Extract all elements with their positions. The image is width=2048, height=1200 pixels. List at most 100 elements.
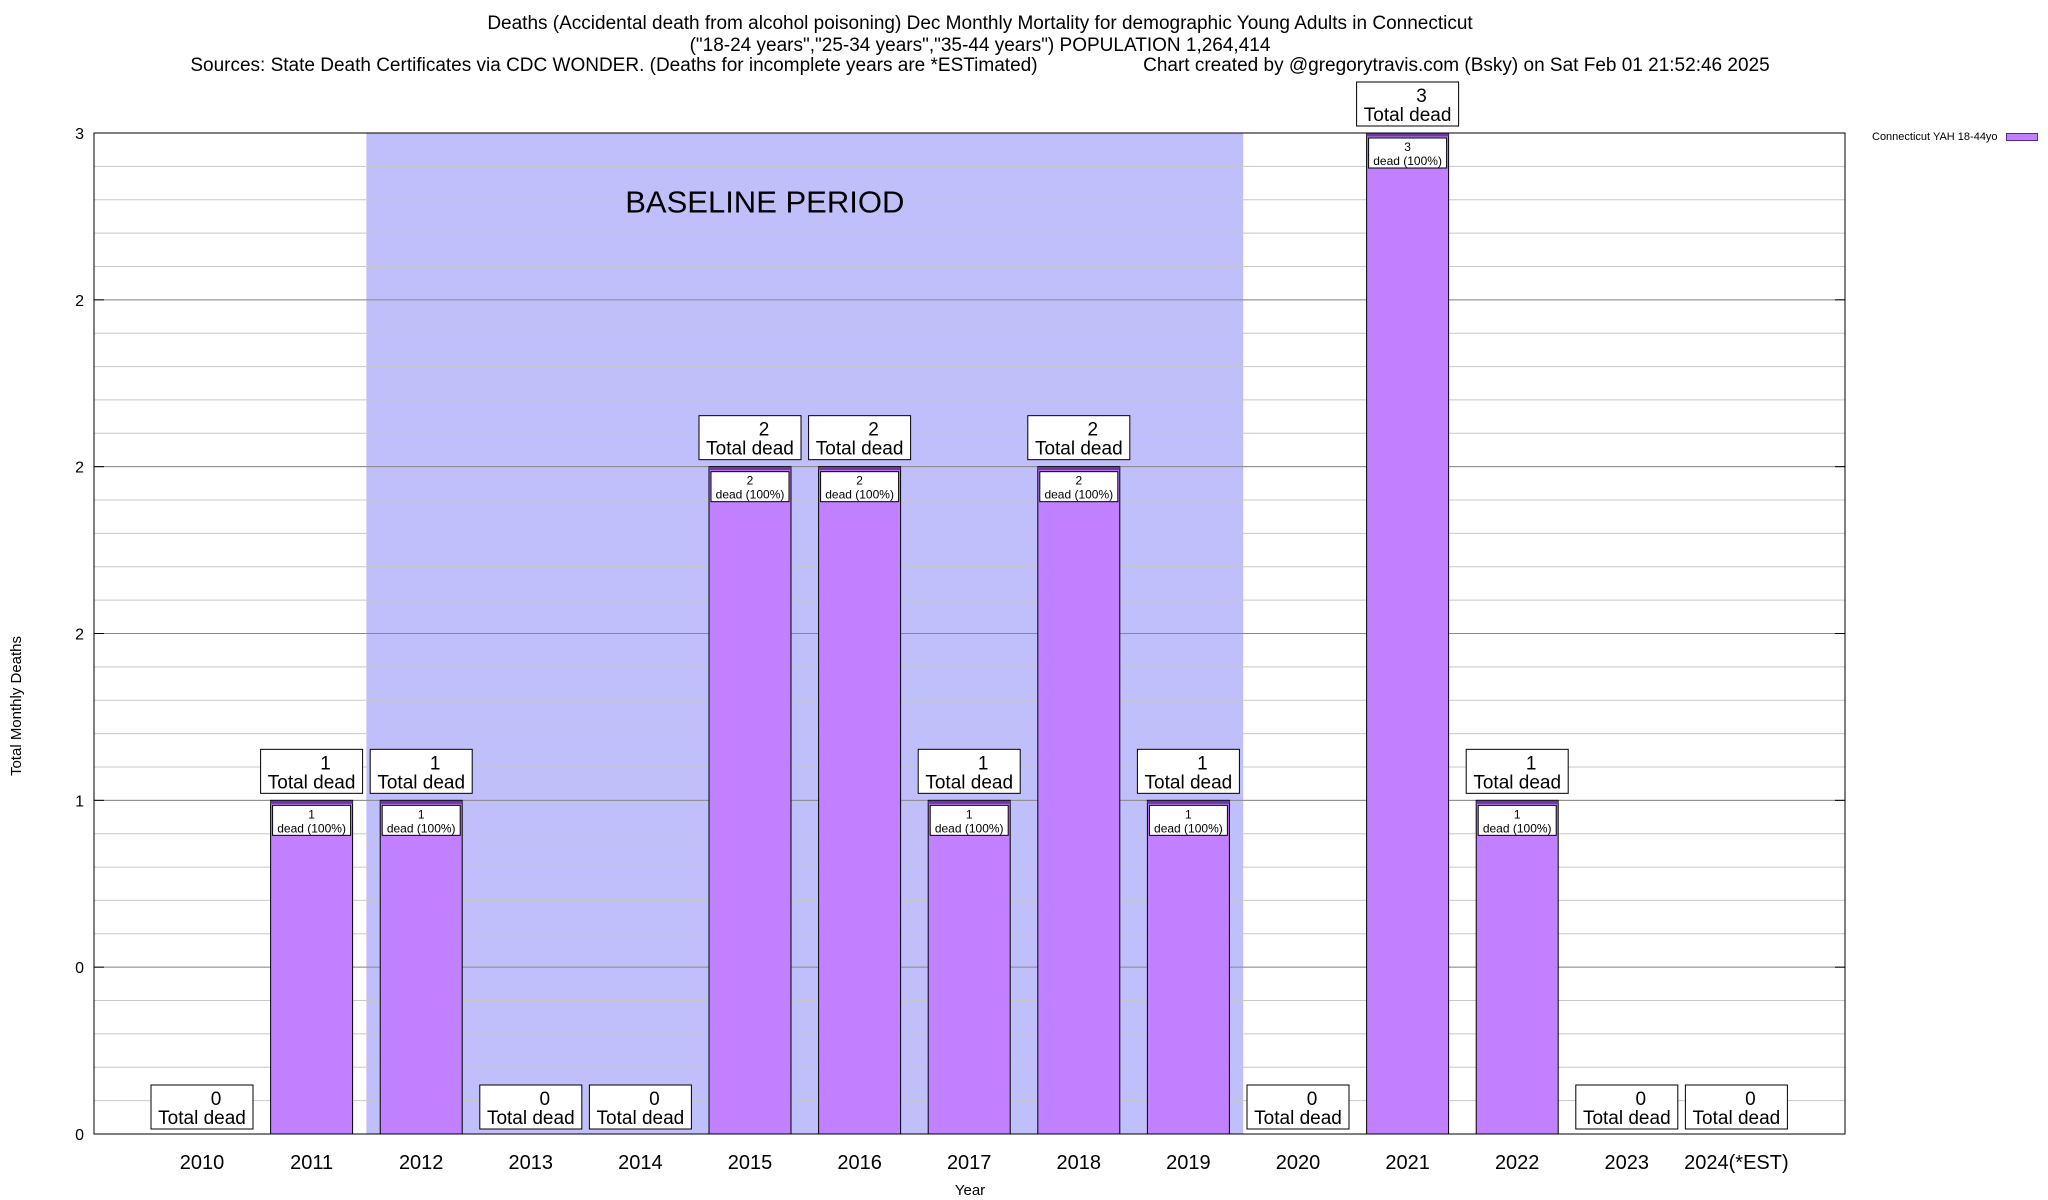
- y-tick-label: 2: [75, 627, 84, 644]
- inner-percent-label: dead (100%): [716, 488, 785, 502]
- bar: [708, 466, 792, 1135]
- bar: [1146, 799, 1230, 1135]
- bar: [270, 799, 354, 1135]
- bar: [1037, 466, 1121, 1135]
- total-label: Total dead: [816, 439, 904, 460]
- total-label-box: [1356, 81, 1460, 127]
- x-tick-label: 2019: [1166, 1152, 1211, 1174]
- total-label-box: [588, 1084, 692, 1130]
- inner-percent-label: dead (100%): [1373, 154, 1442, 168]
- inner-label-box: [820, 471, 900, 503]
- total-label: Total dead: [1364, 105, 1452, 126]
- y-tick-label: 2: [75, 460, 84, 477]
- total-label: Total dead: [925, 772, 1013, 793]
- inner-count-label: 1: [1514, 807, 1521, 821]
- total-count-label: 0: [540, 1089, 551, 1110]
- bar: [1475, 799, 1559, 1135]
- total-count-label: 0: [1307, 1089, 1318, 1110]
- total-label-box: [1575, 1084, 1679, 1130]
- inner-percent-label: dead (100%): [1483, 821, 1552, 835]
- x-tick-label: 2017: [947, 1152, 992, 1174]
- total-label: Total dead: [1473, 772, 1561, 793]
- y-tick-label: 0: [75, 1127, 84, 1144]
- inner-percent-label: dead (100%): [387, 821, 456, 835]
- x-tick-label: 2012: [399, 1152, 444, 1174]
- chart-title: Deaths (Accidental death from alcohol po…: [487, 13, 1473, 34]
- total-count-label: 0: [649, 1089, 660, 1110]
- total-count-label: 2: [759, 420, 770, 441]
- inner-label-box: [1477, 804, 1557, 836]
- y-tick-label: 3: [75, 126, 84, 143]
- legend-label: Connecticut YAH 18-44yo: [1872, 131, 1998, 143]
- total-label: Total dead: [706, 439, 794, 460]
- y-tick-label: 2: [75, 293, 84, 310]
- inner-label-box: [710, 471, 790, 503]
- inner-count-label: 3: [1404, 140, 1411, 154]
- inner-percent-label: dead (100%): [1044, 488, 1113, 502]
- x-tick-label: 2015: [728, 1152, 773, 1174]
- total-label-box: [917, 748, 1021, 794]
- inner-label-box: [272, 804, 352, 836]
- x-tick-label: 2011: [290, 1152, 333, 1174]
- total-count-label: 2: [868, 420, 879, 441]
- legend: Connecticut YAH 18-44yo: [1872, 131, 2038, 143]
- x-axis-label: Year: [954, 1182, 986, 1199]
- x-tick-label: 2014: [618, 1152, 663, 1174]
- total-label: Total dead: [597, 1108, 685, 1129]
- inner-count-label: 2: [1075, 474, 1082, 488]
- total-count-label: 1: [1197, 753, 1208, 774]
- total-label: Total dead: [1254, 1108, 1342, 1129]
- inner-count-label: 1: [418, 807, 425, 821]
- total-label-box: [808, 415, 912, 461]
- inner-percent-label: dead (100%): [935, 821, 1004, 835]
- total-count-label: 0: [1745, 1089, 1756, 1110]
- legend-swatch: [2005, 133, 2038, 142]
- total-label-box: [479, 1084, 583, 1130]
- inner-count-label: 2: [747, 474, 754, 488]
- x-tick-label: 2013: [509, 1152, 554, 1174]
- x-tick-label: 2024(*EST): [1684, 1152, 1789, 1174]
- chart-subtitle: ("18-24 years","25-34 years","35-44 year…: [689, 35, 1271, 56]
- y-axis-label: Total Monthly Deaths: [8, 635, 25, 777]
- total-count-label: 0: [1636, 1089, 1647, 1110]
- x-tick-label: 2022: [1495, 1152, 1540, 1174]
- total-label-box: [698, 415, 802, 461]
- x-tick-label: 2023: [1605, 1152, 1650, 1174]
- x-tick-label: 2010: [180, 1152, 225, 1174]
- total-label-box: [1136, 748, 1240, 794]
- total-count-label: 1: [1526, 753, 1537, 774]
- total-label: Total dead: [1145, 772, 1233, 793]
- x-tick-label: 2020: [1276, 1152, 1321, 1174]
- inner-count-label: 2: [856, 474, 863, 488]
- total-count-label: 0: [211, 1089, 222, 1110]
- inner-count-label: 1: [308, 807, 315, 821]
- total-label: Total dead: [158, 1108, 246, 1129]
- total-label-box: [1684, 1084, 1788, 1130]
- total-label: Total dead: [377, 772, 465, 793]
- inner-label-box: [1368, 137, 1448, 169]
- sources-text: Sources: State Death Certificates via CD…: [190, 55, 1038, 76]
- total-count-label: 2: [1088, 420, 1099, 441]
- y-tick-label: 0: [75, 960, 84, 977]
- inner-count-label: 1: [1185, 807, 1192, 821]
- total-label-box: [150, 1084, 254, 1130]
- baseline-period-label: BASELINE PERIOD: [625, 185, 904, 220]
- total-label: Total dead: [487, 1108, 575, 1129]
- credit-text: Chart created by @gregorytravis.com (Bsk…: [1143, 55, 1770, 76]
- y-tick-label: 1: [75, 793, 84, 810]
- total-label-box: [369, 748, 473, 794]
- inner-percent-label: dead (100%): [1154, 821, 1223, 835]
- x-tick-label: 2021: [1385, 1152, 1430, 1174]
- plot-border: [93, 132, 1846, 1135]
- total-count-label: 1: [320, 753, 331, 774]
- inner-percent-label: dead (100%): [277, 821, 346, 835]
- total-label-box: [1465, 748, 1569, 794]
- total-count-label: 3: [1416, 86, 1427, 107]
- total-label: Total dead: [1693, 1108, 1781, 1129]
- x-tick-label: 2018: [1057, 1152, 1102, 1174]
- total-label-box: [1027, 415, 1131, 461]
- chart-sources-line: Sources: State Death Certificates via CD…: [0, 55, 1960, 77]
- inner-label-box: [929, 804, 1009, 836]
